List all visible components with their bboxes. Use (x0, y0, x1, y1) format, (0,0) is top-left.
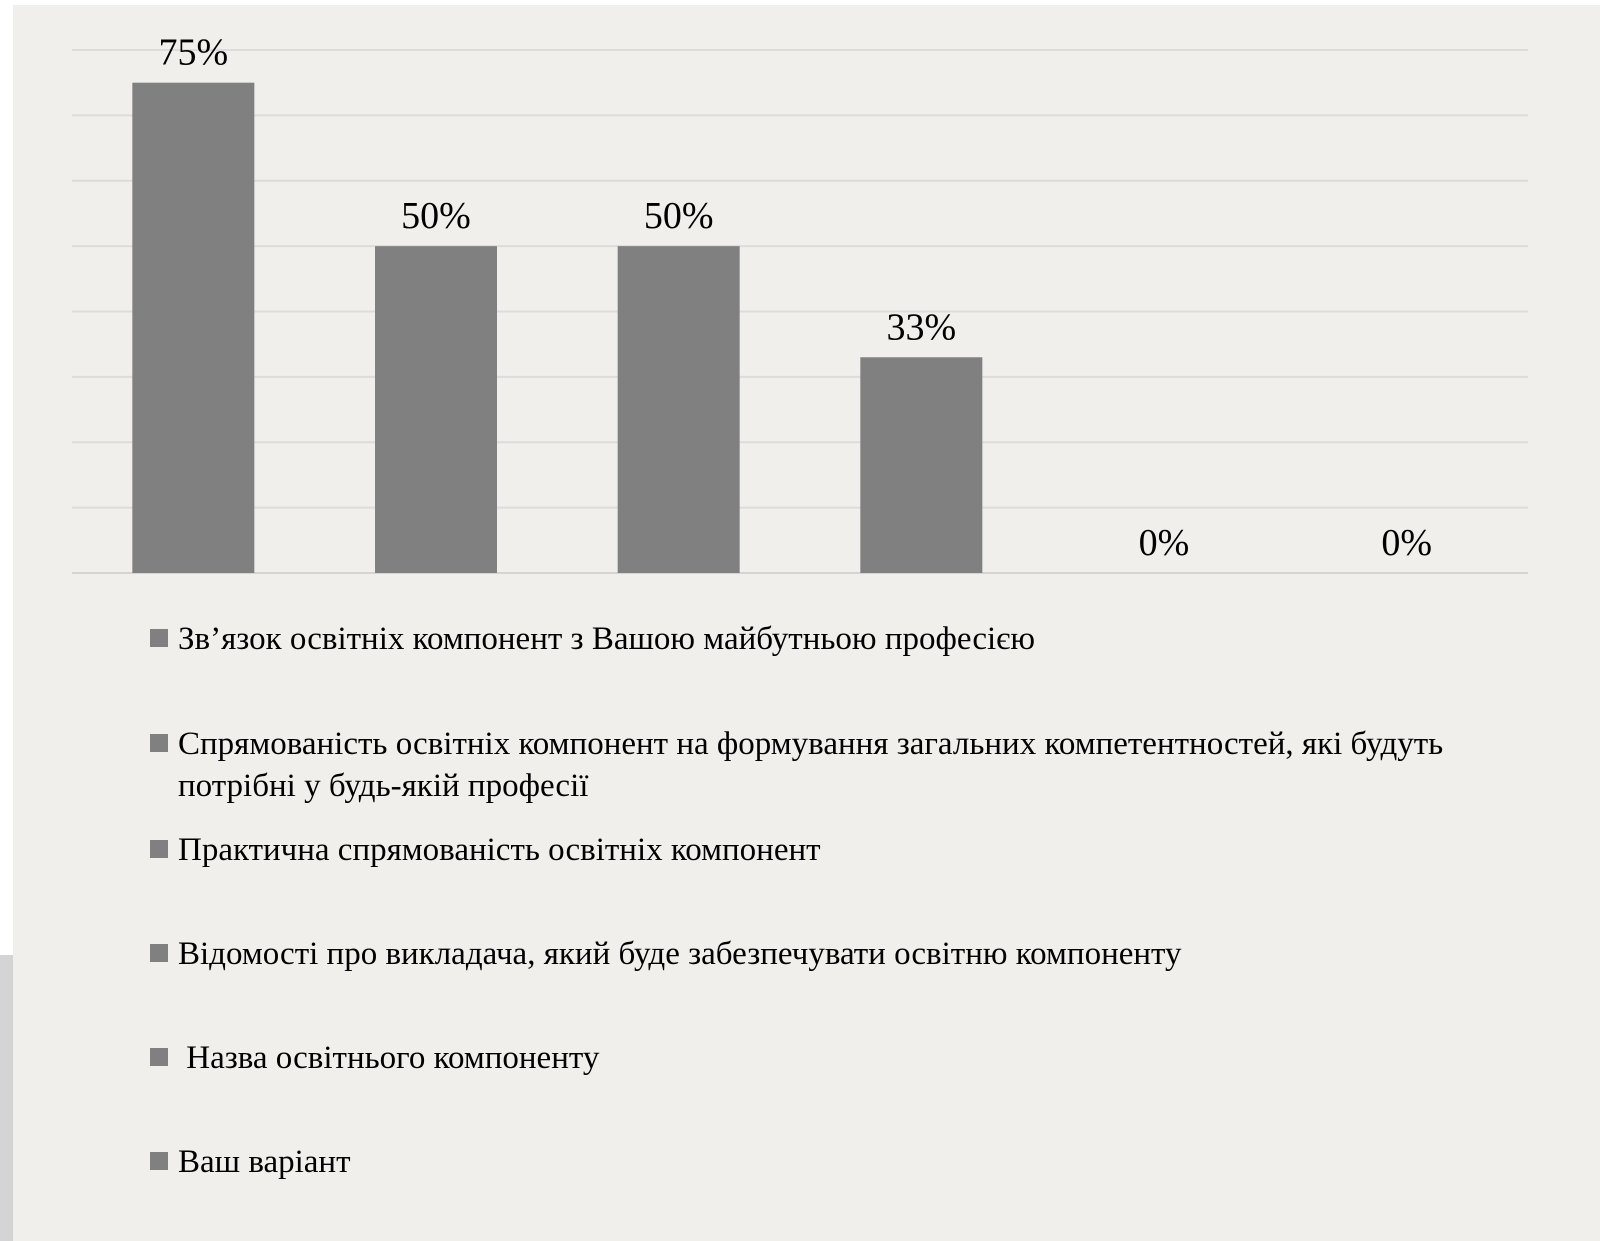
legend-label: Практична спрямованість освітніх компоне… (178, 832, 821, 868)
bars (132, 82, 983, 573)
legend-label: Назва освітнього компоненту (178, 1040, 600, 1076)
data-label-3: 50% (644, 195, 714, 237)
legend-swatch (150, 840, 168, 858)
bar-4 (860, 357, 983, 573)
bar-chart: 75% 50% 50% 33% 0% 0% (72, 32, 1528, 574)
legend-swatch (150, 1048, 168, 1066)
legend-label: Спрямованість освітніх компонент на форм… (178, 726, 1452, 804)
legend-label: Відомості про викладача, який буде забез… (178, 936, 1182, 972)
legend-item-1: Зв’язок освітніх компонент з Вашою майбу… (150, 618, 1510, 660)
data-labels: 75% 50% 50% 33% 0% 0% (159, 32, 1432, 564)
gridlines (72, 49, 1528, 574)
data-label-4: 33% (887, 306, 957, 348)
legend-item-4: Відомості про викладача, який буде забез… (150, 933, 1510, 975)
legend-swatch (150, 734, 168, 752)
legend-label: Ваш варіант (178, 1144, 351, 1180)
data-label-5: 0% (1139, 522, 1190, 564)
left-edge-shadow (0, 955, 15, 1241)
legend-item-3: Практична спрямованість освітніх компоне… (150, 829, 1510, 871)
data-label-1: 75% (159, 32, 229, 74)
legend-swatch (150, 1152, 168, 1170)
legend-swatch (150, 944, 168, 962)
legend-swatch (150, 629, 168, 647)
legend-item-2: Спрямованість освітніх компонент на форм… (150, 723, 1510, 807)
chart-panel (13, 5, 1600, 1241)
bar-1 (132, 82, 255, 573)
legend-label: Зв’язок освітніх компонент з Вашою майбу… (178, 621, 1035, 657)
bar-2 (375, 246, 497, 573)
legend-item-6: Ваш варіант (150, 1141, 1510, 1183)
legend-item-5: Назва освітнього компоненту (150, 1037, 1510, 1079)
data-label-2: 50% (401, 195, 471, 237)
data-label-6: 0% (1381, 522, 1432, 564)
bar-3 (617, 246, 740, 573)
